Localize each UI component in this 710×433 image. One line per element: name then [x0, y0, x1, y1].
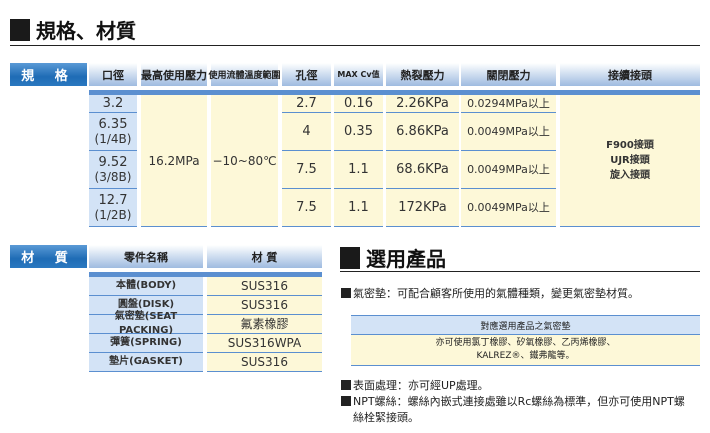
size-value: 12.7: [98, 192, 128, 208]
max-pressure-cell: 16.2MPa: [141, 95, 207, 227]
temp-range-cell: −10~80℃: [211, 95, 278, 227]
material-header-0: 零件名稱: [89, 245, 203, 268]
options-section-title: 選用產品: [340, 244, 700, 272]
bore-cell: 2.7: [282, 95, 331, 113]
seat-note: 氣密墊：可配合顧客所使用的氣體種類，變更氣密墊材質。: [341, 285, 639, 301]
box-line-1: 亦可使用氯丁橡膠、矽氧橡膠、乙丙烯橡膠、: [435, 338, 616, 348]
size-value: 6.35: [98, 116, 128, 132]
size-cell: 6.35 (1/4B): [89, 113, 137, 151]
spec-header-6: 關閉壓力: [461, 63, 556, 86]
crack-cell: 172KPa: [386, 189, 459, 227]
spec-header-2: 使用流體溫度範圍: [209, 63, 281, 86]
box-line-2: KALREZ®、鐵弗龍等。: [476, 351, 575, 361]
part-name-cell: 氣密墊(SEAT PACKING): [89, 311, 203, 336]
spec-header-4: MAX Cv值: [334, 63, 383, 86]
bore-cell: 7.5: [282, 151, 331, 189]
npt-note: NPT螺絲：螺絲內嵌式連接處雖以Rc螺絲為標準，但亦可使用NPT螺: [341, 393, 685, 409]
spec-header-3: 孔徑: [282, 63, 331, 86]
connection-type: UJR接頭: [610, 155, 650, 166]
crack-cell: 68.6KPa: [386, 151, 459, 189]
size-sub-value: (1/2B): [94, 207, 132, 222]
size-cell: 3.2: [89, 95, 137, 113]
part-name-cell: 墊片(GASKET): [89, 353, 203, 372]
cv-cell: 0.16: [334, 95, 383, 113]
crack-cell: 6.86KPa: [386, 113, 459, 151]
spec-header-5: 熱裂壓力: [386, 63, 459, 86]
cv-cell: 1.1: [334, 189, 383, 227]
material-cell: 氟素橡膠: [207, 315, 322, 334]
box-header: 對應選用產品之氣密墊: [351, 316, 700, 335]
spec-header-bar: [89, 90, 700, 95]
part-name-cell: 圓盤(DISK): [89, 296, 203, 315]
connection-cell: F900接頭 UJR接頭旋入接頭: [560, 95, 700, 227]
close-cell: 0.0049MPa以上: [461, 189, 556, 227]
seat-options-box: 對應選用產品之氣密墊 亦可使用氯丁橡膠、矽氧橡膠、乙丙烯橡膠、 KALREZ®、…: [351, 315, 700, 366]
size-value: 9.52: [98, 154, 128, 170]
bullet-square-icon: [341, 380, 351, 390]
material-label: 材 質: [10, 245, 87, 268]
bullet-square-icon: [341, 288, 351, 298]
title-square-icon: [10, 18, 30, 41]
size-sub-value: (1/4B): [94, 131, 132, 146]
cv-cell: 1.1: [334, 151, 383, 189]
title-square-icon: [340, 246, 360, 269]
spec-label: 規 格: [10, 63, 87, 86]
spec-section-title: 規格、材質: [10, 14, 700, 46]
spec-header-0: 口徑: [89, 63, 137, 86]
spec-header-1: 最高使用壓力: [141, 63, 207, 86]
npt-note-continued: 絲栓緊接頭。: [353, 411, 419, 424]
cv-cell: 0.35: [334, 113, 383, 151]
close-cell: 0.0049MPa以上: [461, 113, 556, 151]
size-sub-value: (3/8B): [94, 169, 132, 184]
material-cell: SUS316: [207, 353, 322, 372]
close-cell: 0.0049MPa以上: [461, 151, 556, 189]
material-cell: SUS316: [207, 296, 322, 315]
bore-cell: 7.5: [282, 189, 331, 227]
part-name-cell: 本體(BODY): [89, 277, 203, 296]
bore-cell: 4: [282, 113, 331, 151]
material-header-bar: [89, 272, 322, 277]
connection-type: 旋入接頭: [610, 170, 650, 181]
surface-note: 表面處理：亦可經UP處理。: [341, 377, 489, 393]
size-cell: 12.7 (1/2B): [89, 189, 137, 227]
crack-cell: 2.26KPa: [386, 95, 459, 113]
material-cell: SUS316WPA: [207, 334, 322, 353]
size-value: 3.2: [102, 95, 124, 111]
connection-type: F900接頭: [606, 140, 654, 151]
bullet-square-icon: [341, 396, 351, 406]
part-name-cell: 彈簧(SPRING): [89, 334, 203, 353]
spec-header-7: 接續接頭: [560, 63, 700, 86]
material-cell: SUS316: [207, 277, 322, 296]
close-cell: 0.0294MPa以上: [461, 95, 556, 113]
size-cell: 9.52 (3/8B): [89, 151, 137, 189]
material-header-1: 材 質: [207, 245, 322, 268]
